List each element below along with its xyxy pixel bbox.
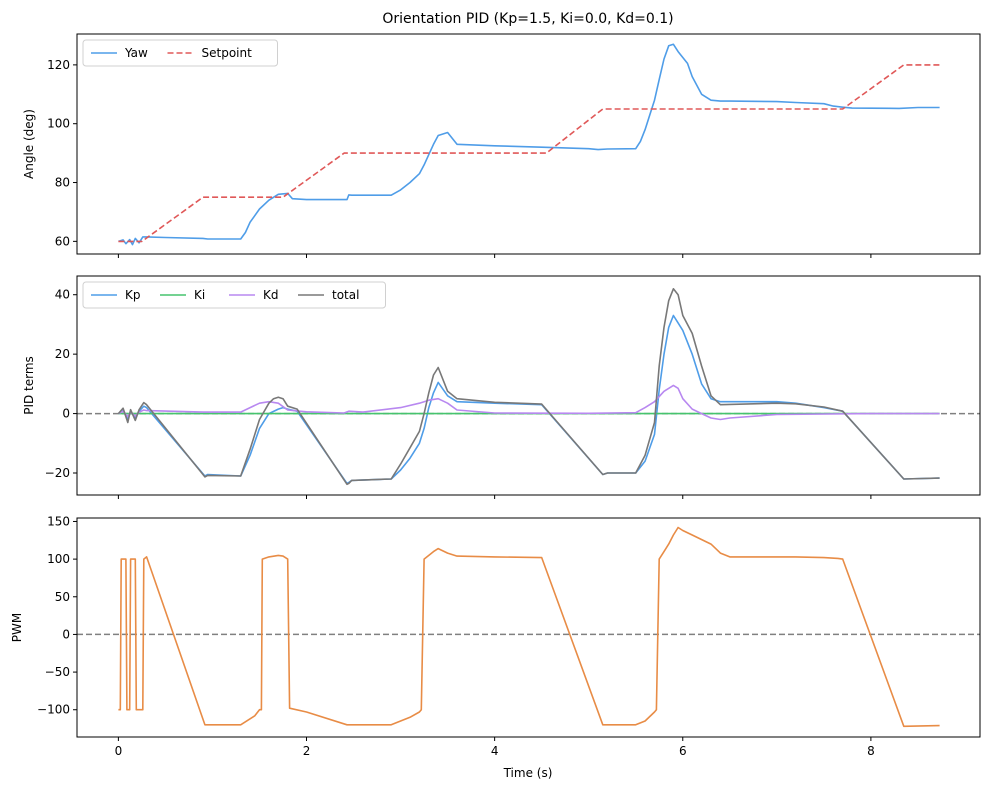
legend-label: Yaw — [124, 46, 148, 60]
x-tick-label: 6 — [679, 744, 687, 758]
y-axis-label: PWM — [10, 613, 24, 642]
y-tick-label: −20 — [45, 466, 70, 480]
kp-series-line — [117, 314, 940, 485]
axes-frame — [76, 275, 981, 496]
y-tick-label: 100 — [47, 117, 70, 131]
kd-series-line — [118, 384, 940, 421]
legend-label: Ki — [194, 288, 205, 302]
y-tick-label: 120 — [47, 58, 70, 72]
pwm-series-line — [118, 526, 940, 728]
yaw-series-line — [118, 43, 940, 246]
axes-frame — [76, 517, 981, 738]
x-tick-label: 2 — [303, 744, 311, 758]
x-tick-label: 0 — [115, 744, 123, 758]
y-tick-label: 60 — [55, 234, 70, 248]
figure-title: Orientation PID (Kp=1.5, Ki=0.0, Kd=0.1) — [382, 11, 673, 27]
y-tick-label: 20 — [55, 347, 70, 361]
y-tick-label: 50 — [55, 590, 70, 604]
y-tick-label: −100 — [37, 703, 70, 717]
y-tick-label: 150 — [47, 514, 70, 528]
total-series-line — [117, 287, 940, 486]
pwm-panel: 0 2 4 6 8 −100 −50 0 50 100 150 PWM — [10, 514, 981, 758]
setpoint-series-line — [118, 64, 940, 243]
legend-label: Setpoint — [202, 46, 253, 60]
x-axis-label: Time (s) — [503, 766, 553, 780]
y-tick-label: 0 — [62, 407, 70, 421]
y-tick-label: 100 — [47, 552, 70, 566]
y-tick-label: 0 — [62, 627, 70, 641]
pid-terms-panel: −20 0 20 40 PID terms Kp Ki Kd total — [22, 275, 981, 499]
x-tick-label: 4 — [491, 744, 499, 758]
legend-label: Kp — [125, 288, 141, 302]
y-tick-label: 40 — [55, 288, 70, 302]
y-axis-label: Angle (deg) — [22, 109, 36, 179]
axes-frame — [76, 33, 981, 255]
y-tick-label: −50 — [45, 665, 70, 679]
legend-label: Kd — [263, 288, 279, 302]
legend-label: total — [332, 288, 359, 302]
y-tick-label: 80 — [55, 176, 70, 190]
y-axis-label: PID terms — [22, 356, 36, 415]
x-tick-label: 8 — [867, 744, 875, 758]
angle-panel: 60 80 100 120 Angle (deg) Yaw Setpoint — [22, 33, 981, 258]
